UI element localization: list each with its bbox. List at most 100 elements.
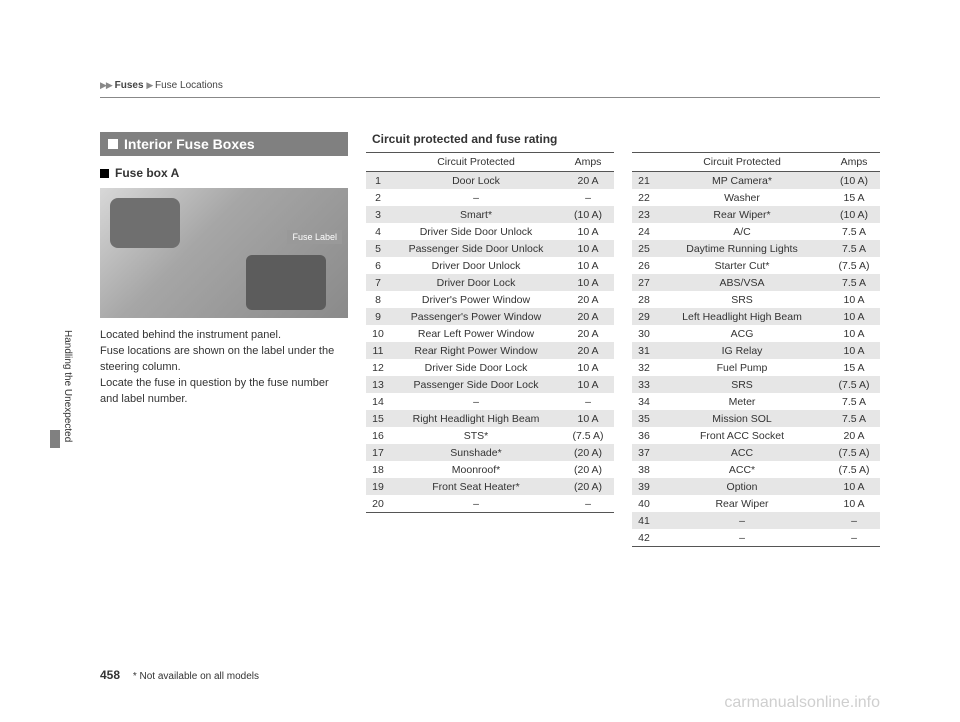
cell-amps: 7.5 A [828,240,880,257]
table-row: 3Smart*(10 A) [366,206,614,223]
cell-circuit: Driver's Power Window [390,291,562,308]
cell-amps: (7.5 A) [562,427,614,444]
cell-circuit: Smart* [390,206,562,223]
cell-circuit: Door Lock [390,172,562,190]
cell-amps: – [828,529,880,546]
cell-num: 10 [366,325,390,342]
cell-circuit: Passenger Side Door Unlock [390,240,562,257]
section-title-text: Interior Fuse Boxes [124,136,255,152]
cell-circuit: Moonroof* [390,461,562,478]
cell-num: 34 [632,393,656,410]
table-row: 2–– [366,189,614,206]
table-row: 28SRS10 A [632,291,880,308]
cell-amps: 10 A [562,274,614,291]
cell-circuit: Fuel Pump [656,359,828,376]
cell-num: 35 [632,410,656,427]
cell-amps: 7.5 A [828,223,880,240]
cell-num: 22 [632,189,656,206]
table-row: 29Left Headlight High Beam10 A [632,308,880,325]
table-row: 25Daytime Running Lights7.5 A [632,240,880,257]
cell-amps: (7.5 A) [828,444,880,461]
cell-amps: (10 A) [562,206,614,223]
cell-num: 5 [366,240,390,257]
cell-amps: – [828,512,880,529]
table-row: 12Driver Side Door Lock10 A [366,359,614,376]
cell-num: 32 [632,359,656,376]
table-row: 36Front ACC Socket20 A [632,427,880,444]
cell-circuit: Driver Door Unlock [390,257,562,274]
page-content: ▶▶ Fuses ▶ Fuse Locations Handling the U… [100,80,880,682]
cell-amps: 7.5 A [828,274,880,291]
page-number: 458 [100,668,120,682]
cell-circuit: MP Camera* [656,172,828,190]
cell-circuit: Front ACC Socket [656,427,828,444]
fuse-table-1: Circuit Protected Amps 1Door Lock20 A2––… [366,152,614,512]
cell-num: 39 [632,478,656,495]
cell-amps: 20 A [562,308,614,325]
cell-circuit: Passenger's Power Window [390,308,562,325]
table-row: 37ACC(7.5 A) [632,444,880,461]
table-row: 4Driver Side Door Unlock10 A [366,223,614,240]
cell-amps: 20 A [828,427,880,444]
table-row: 33SRS(7.5 A) [632,376,880,393]
footnote: * Not available on all models [133,671,259,682]
cell-num: 3 [366,206,390,223]
cell-circuit: SRS [656,376,828,393]
table-row: 35Mission SOL7.5 A [632,410,880,427]
cell-circuit: SRS [656,291,828,308]
cell-circuit: Rear Right Power Window [390,342,562,359]
square-icon [108,139,118,149]
cell-amps: 15 A [828,359,880,376]
col-3: Circuit Protected Amps 21MP Camera*(10 A… [632,132,880,547]
col-amps: Amps [828,153,880,172]
cell-num: 38 [632,461,656,478]
cell-num: 18 [366,461,390,478]
cell-num: 4 [366,223,390,240]
col-num [366,153,390,172]
fusebox-heading: Fuse box A [100,166,348,180]
cell-amps: 10 A [828,478,880,495]
cell-amps: 7.5 A [828,393,880,410]
cell-circuit: Option [656,478,828,495]
cell-circuit: – [390,189,562,206]
cell-circuit: – [656,529,828,546]
cell-amps: 20 A [562,325,614,342]
cell-circuit: – [656,512,828,529]
cell-circuit: Right Headlight High Beam [390,410,562,427]
breadcrumb: ▶▶ Fuses ▶ Fuse Locations [100,80,880,98]
cell-amps: 20 A [562,342,614,359]
cell-circuit: ABS/VSA [656,274,828,291]
cell-num: 8 [366,291,390,308]
cell-num: 20 [366,495,390,512]
cell-circuit: IG Relay [656,342,828,359]
table-row: 26Starter Cut*(7.5 A) [632,257,880,274]
table-row: 23Rear Wiper*(10 A) [632,206,880,223]
table-row: 21MP Camera*(10 A) [632,172,880,190]
cell-num: 23 [632,206,656,223]
body-text: Located behind the instrument panel. Fus… [100,328,348,408]
cell-amps: (10 A) [828,172,880,190]
cell-circuit: Daytime Running Lights [656,240,828,257]
breadcrumb-arrows: ▶▶ [100,80,112,90]
cell-num: 17 [366,444,390,461]
col-1: Interior Fuse Boxes Fuse box A Fuse Labe… [100,132,348,547]
cell-amps: – [562,393,614,410]
col-circuit: Circuit Protected [656,153,828,172]
table-row: 8Driver's Power Window20 A [366,291,614,308]
cell-circuit: Starter Cut* [656,257,828,274]
cell-num: 11 [366,342,390,359]
table-row: 32Fuel Pump15 A [632,359,880,376]
breadcrumb-lvl2: Fuse Locations [155,80,223,91]
cell-num: 25 [632,240,656,257]
table-row: 16STS*(7.5 A) [366,427,614,444]
cell-amps: 10 A [562,240,614,257]
col-amps: Amps [562,153,614,172]
cell-amps: 10 A [828,495,880,512]
cell-num: 21 [632,172,656,190]
cell-num: 36 [632,427,656,444]
watermark: carmanualsonline.info [724,694,880,712]
cell-circuit: A/C [656,223,828,240]
cell-num: 9 [366,308,390,325]
table-row: 31IG Relay10 A [632,342,880,359]
col-num [632,153,656,172]
